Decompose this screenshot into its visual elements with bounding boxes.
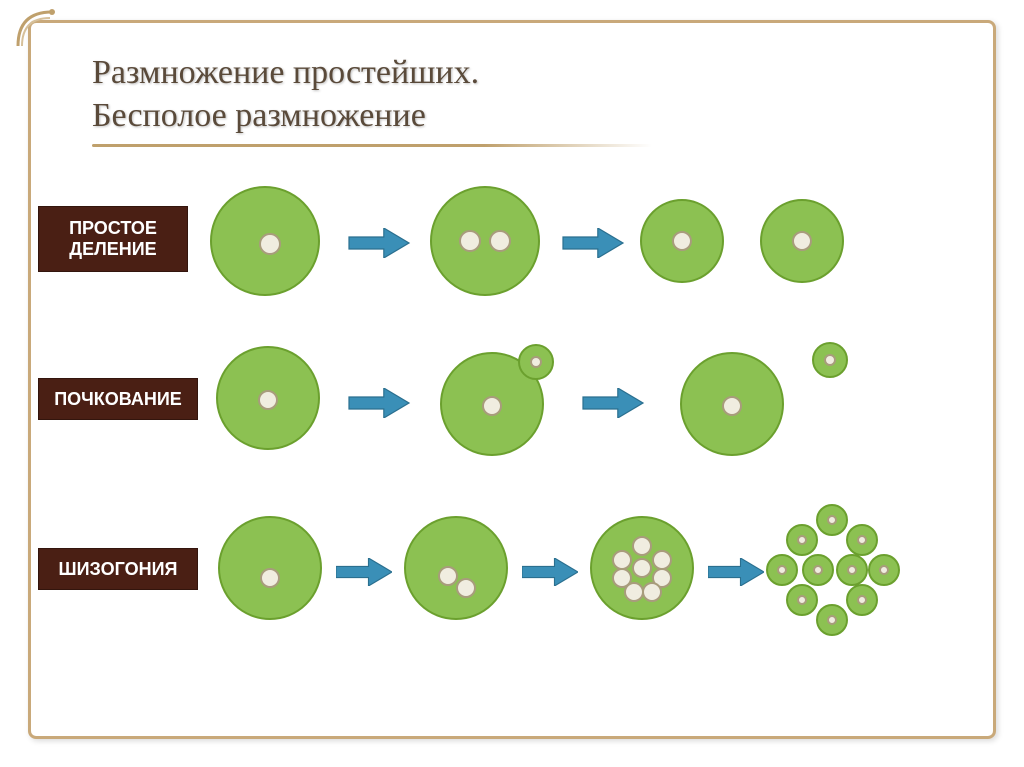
nucleus bbox=[813, 565, 823, 575]
nucleus bbox=[847, 565, 857, 575]
arrow-icon bbox=[580, 388, 646, 418]
arrow-icon bbox=[346, 228, 412, 258]
nucleus bbox=[827, 615, 837, 625]
nucleus bbox=[797, 595, 807, 605]
nucleus bbox=[857, 535, 867, 545]
title-line-2: Бесполое размножение bbox=[92, 95, 479, 138]
nucleus bbox=[482, 396, 502, 416]
title-underline bbox=[92, 144, 652, 147]
arrow-icon bbox=[336, 558, 392, 586]
nucleus bbox=[258, 390, 278, 410]
row-label-schizogony: ШИЗОГОНИЯ bbox=[38, 548, 198, 590]
arrow-icon bbox=[560, 228, 626, 258]
nucleus bbox=[259, 233, 281, 255]
stage-division-2 bbox=[640, 199, 641, 200]
nucleus bbox=[438, 566, 458, 586]
stage-schizogony-2 bbox=[590, 516, 591, 517]
nucleus bbox=[459, 230, 481, 252]
nucleus bbox=[827, 515, 837, 525]
nucleus bbox=[792, 231, 812, 251]
row-label-budding: ПОЧКОВАНИЕ bbox=[38, 378, 198, 420]
stage-division-0 bbox=[210, 186, 211, 187]
nucleus bbox=[260, 568, 280, 588]
row-label-division: ПРОСТОЕ ДЕЛЕНИЕ bbox=[38, 206, 188, 272]
cell bbox=[430, 186, 540, 296]
nucleus bbox=[857, 595, 867, 605]
stage-schizogony-0 bbox=[218, 516, 219, 517]
nucleus bbox=[489, 230, 511, 252]
nucleus bbox=[777, 565, 787, 575]
nucleus bbox=[879, 565, 889, 575]
nucleus bbox=[456, 578, 476, 598]
arrow-icon bbox=[522, 558, 578, 586]
stage-schizogony-1 bbox=[404, 516, 405, 517]
nucleus bbox=[652, 550, 672, 570]
arrow-icon bbox=[708, 558, 764, 586]
nucleus bbox=[824, 354, 836, 366]
nucleus bbox=[632, 536, 652, 556]
nucleus bbox=[642, 582, 662, 602]
nucleus bbox=[632, 558, 652, 578]
nucleus bbox=[672, 231, 692, 251]
slide-title: Размножение простейших. Бесполое размнож… bbox=[92, 52, 479, 137]
nucleus bbox=[797, 535, 807, 545]
stage-budding-1 bbox=[440, 346, 441, 347]
stage-schizogony-3 bbox=[772, 500, 773, 501]
stage-budding-0 bbox=[216, 346, 217, 347]
title-line-1: Размножение простейших. bbox=[92, 52, 479, 95]
nucleus bbox=[530, 356, 542, 368]
nucleus bbox=[624, 582, 644, 602]
nucleus bbox=[722, 396, 742, 416]
cell bbox=[404, 516, 508, 620]
stage-budding-2 bbox=[680, 346, 681, 347]
nucleus bbox=[612, 550, 632, 570]
corner-ornament-icon bbox=[12, 6, 60, 54]
stage-division-1 bbox=[430, 186, 431, 187]
arrow-icon bbox=[346, 388, 412, 418]
